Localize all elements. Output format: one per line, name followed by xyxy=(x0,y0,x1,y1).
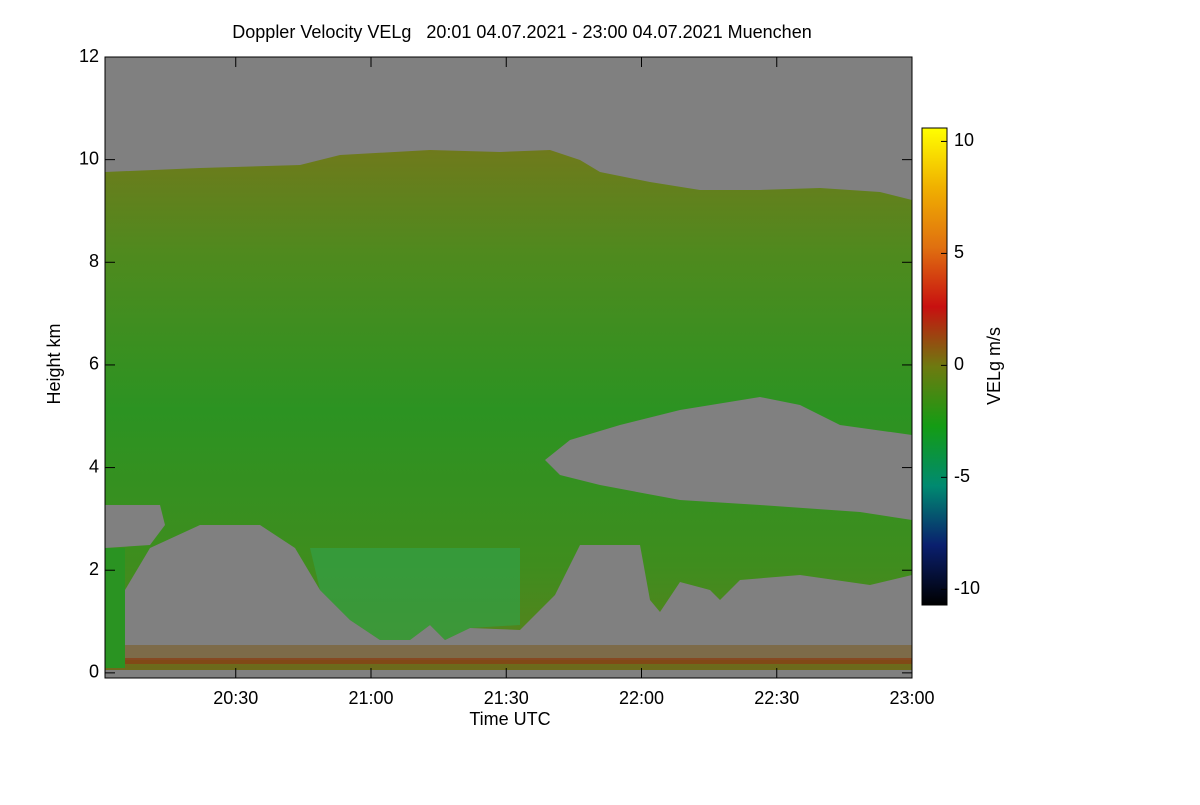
colorbar-label: VELg m/s xyxy=(984,327,1004,405)
colorbar xyxy=(921,127,948,606)
y-tick-label: 12 xyxy=(79,46,99,66)
y-tick-label: 10 xyxy=(79,148,99,168)
colorbar-tick-label: 5 xyxy=(954,242,964,262)
colorbar-tick-label: -5 xyxy=(954,466,970,486)
y-tick-label: 4 xyxy=(89,456,99,476)
x-tick-label: 21:30 xyxy=(484,688,529,708)
x-tick-label: 22:00 xyxy=(619,688,664,708)
y-axis-label: Height km xyxy=(44,323,64,404)
y-tick-label: 6 xyxy=(89,354,99,374)
colorbar-tick-label: 10 xyxy=(954,130,974,150)
plot-frame xyxy=(104,56,913,679)
colorbar-tick-label: 0 xyxy=(954,354,964,374)
x-tick-label: 23:00 xyxy=(889,688,934,708)
x-tick-label: 21:00 xyxy=(348,688,393,708)
chart-title: Doppler Velocity VELg 20:01 04.07.2021 -… xyxy=(232,22,811,42)
colorbar-tick-label: -10 xyxy=(954,578,980,598)
x-tick-label: 22:30 xyxy=(754,688,799,708)
radar-field xyxy=(105,57,912,678)
y-tick-label: 2 xyxy=(89,559,99,579)
y-tick-label: 8 xyxy=(89,251,99,271)
x-tick-label: 20:30 xyxy=(213,688,258,708)
x-axis-label: Time UTC xyxy=(469,709,550,729)
y-tick-label: 0 xyxy=(89,662,99,682)
